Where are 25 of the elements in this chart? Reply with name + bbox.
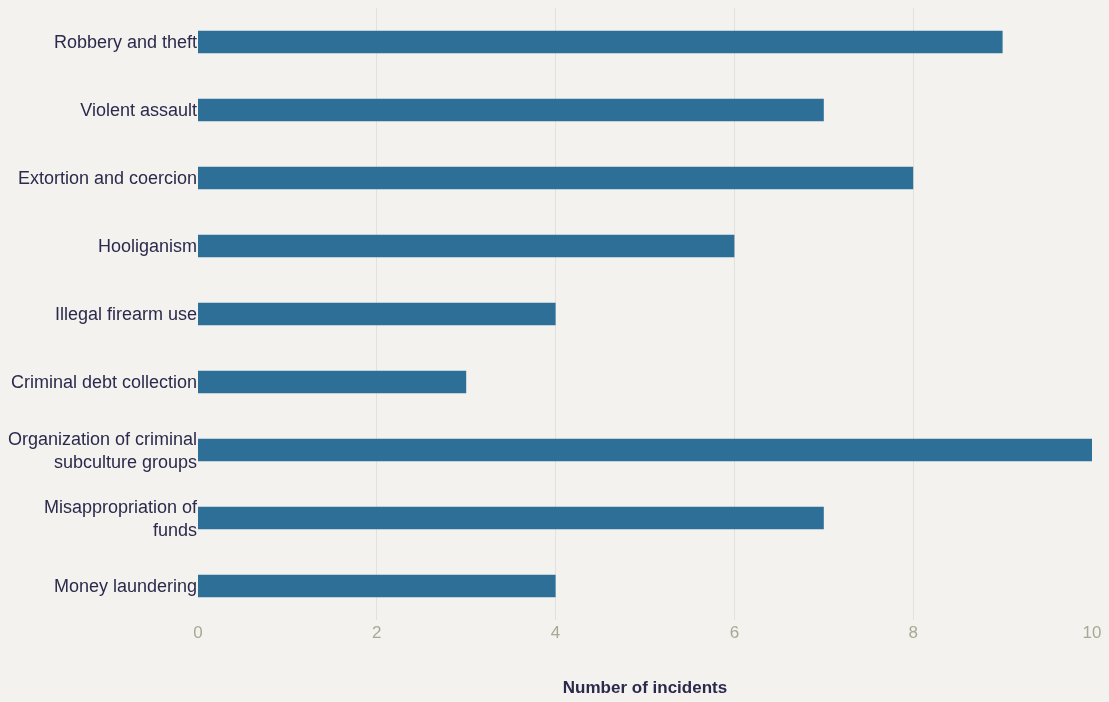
- y-tick-label: Organization of criminal subculture groups: [7, 428, 197, 472]
- x-tick-label: 2: [372, 623, 382, 642]
- x-tick-label: 4: [550, 623, 561, 642]
- y-tick-label: Misappropriation of funds: [43, 496, 198, 540]
- x-tick-label: 10: [1082, 623, 1102, 642]
- y-tick-label: Criminal debt collection: [10, 372, 197, 393]
- x-axis-title: Number of incidents: [562, 678, 728, 698]
- bar: [198, 506, 824, 530]
- bar: [198, 98, 824, 122]
- y-tick-label: Money laundering: [53, 576, 197, 597]
- bar: [198, 166, 914, 190]
- bar: [198, 302, 556, 326]
- y-tick-label: Violent assault: [80, 100, 197, 121]
- bar: [198, 438, 1092, 462]
- bar: [198, 234, 735, 258]
- bar: [198, 30, 1003, 54]
- bar: [198, 370, 467, 394]
- x-tick-label: 6: [729, 623, 740, 642]
- y-tick-label: Extortion and coercion: [17, 168, 197, 189]
- x-tick-label: 8: [908, 623, 918, 642]
- y-tick-label: Hooliganism: [97, 236, 197, 257]
- x-tick-label: 0: [193, 623, 203, 642]
- bar: [198, 574, 556, 598]
- y-tick-label: Illegal firearm use: [54, 304, 197, 325]
- y-tick-label: Robbery and theft: [53, 32, 197, 53]
